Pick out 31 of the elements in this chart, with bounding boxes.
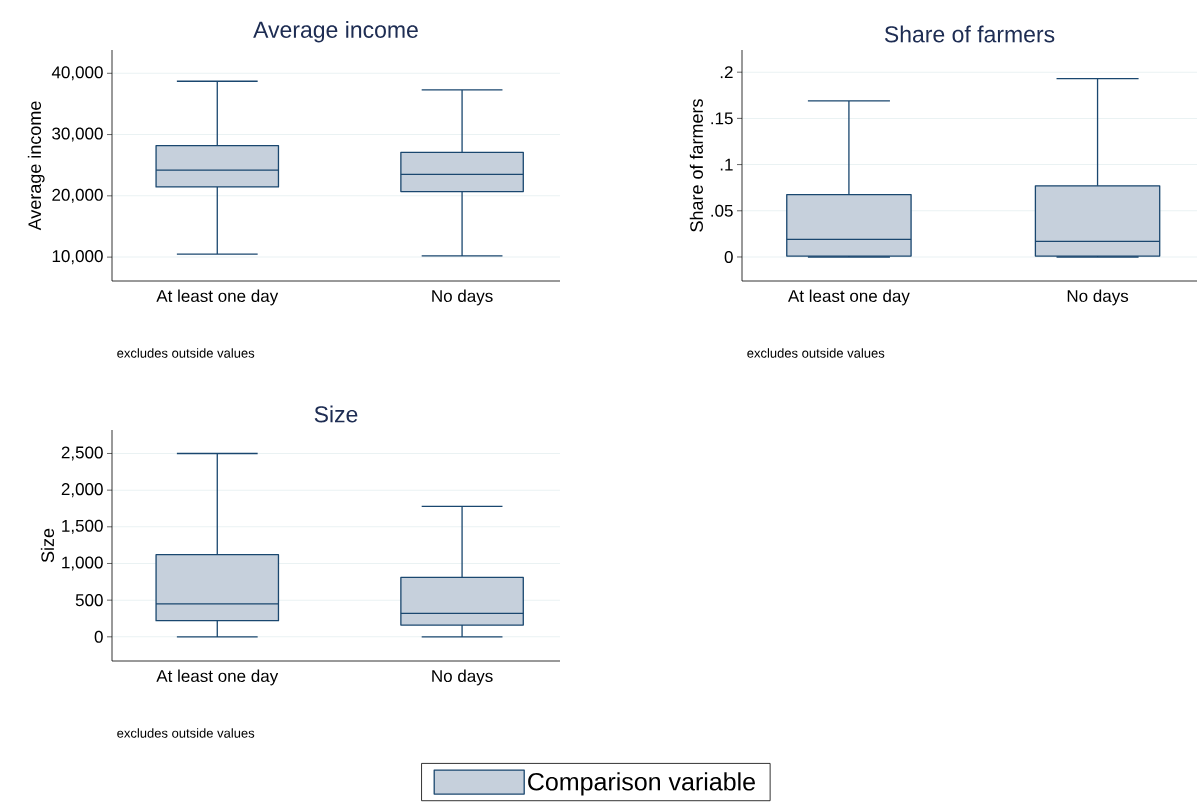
x-tick-label: No days [432, 289, 493, 306]
y-tick-label: .1 [720, 158, 733, 171]
text: excludes outside values [117, 348, 255, 358]
text: excludes outside values [747, 348, 885, 358]
chart-title: Share of farmers [884, 25, 1055, 43]
y-axis-title: Average income [27, 101, 45, 231]
x-tick-label: At least one day [787, 289, 910, 306]
y-tick-label: 2,000 [61, 483, 103, 498]
y-tick-label: 20,000 [52, 188, 103, 203]
y-tick-label: 2,500 [61, 446, 103, 461]
y-tick-label: .2 [720, 66, 733, 79]
chart-title: Size [314, 405, 358, 423]
y-tick-label: .05 [711, 204, 733, 217]
chart-title: Average income [253, 21, 418, 43]
y-tick-label: .15 [711, 112, 733, 125]
x-tick-label: At least one day [156, 669, 279, 686]
y-tick-label: 40,000 [51, 66, 103, 81]
y-tick-label: 30,000 [52, 127, 103, 142]
legend-label: Comparison variable [528, 772, 755, 796]
y-tick-label: 1,500 [62, 519, 103, 534]
y-tick-label: 1,000 [62, 556, 103, 571]
y-tick-label: 500 [75, 594, 103, 607]
y-tick-label: 0 [724, 250, 733, 264]
x-tick-label: No days [432, 669, 493, 686]
y-axis-title: Share of farmers [689, 99, 703, 232]
y-tick-label: 0 [94, 630, 103, 643]
text: excludes outside values [117, 728, 255, 738]
x-tick-label: At least one day [156, 289, 279, 306]
y-axis-title: Size [40, 528, 55, 563]
y-tick-label: 10,000 [52, 250, 103, 265]
x-tick-label: No days [1067, 289, 1129, 306]
